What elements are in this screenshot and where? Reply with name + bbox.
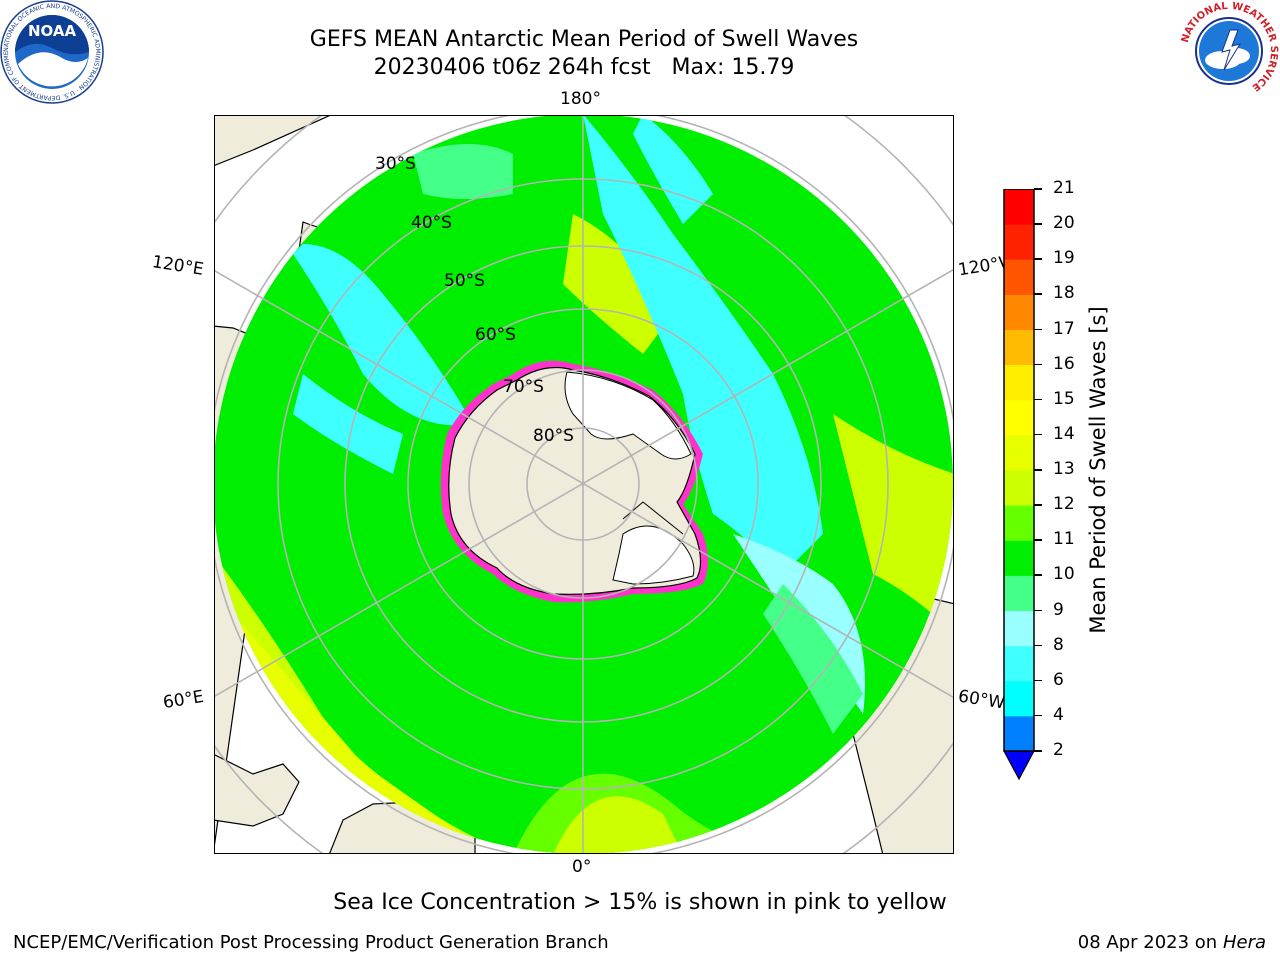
- colorbar-tick-label: 19: [1053, 248, 1075, 269]
- colorbar-tick: [1034, 293, 1042, 295]
- colorbar: [1002, 189, 1036, 781]
- colorbar-tick: [1034, 574, 1042, 576]
- sea-ice-note: Sea Ice Concentration > 15% is shown in …: [333, 890, 947, 915]
- footer-machine: Hera: [1222, 932, 1266, 953]
- svg-text:NOAA: NOAA: [28, 22, 77, 40]
- colorbar-band: [1004, 364, 1034, 401]
- colorbar-tick: [1034, 328, 1042, 330]
- colorbar-tick: [1034, 644, 1042, 647]
- lat-label-70s: 70°S: [503, 377, 544, 397]
- lat-label-60s: 60°S: [475, 325, 516, 345]
- antarctica: [440, 360, 708, 603]
- colorbar-tick-label: 15: [1053, 388, 1075, 409]
- colorbar-tick: [1034, 539, 1042, 541]
- colorbar-band: [1004, 470, 1034, 506]
- colorbar-band: [1004, 680, 1034, 717]
- nws-logo: NATIONAL WEATHER SERVICE: [1179, 1, 1279, 101]
- colorbar-band: [1004, 575, 1034, 612]
- colorbar-tick-label: 10: [1053, 564, 1075, 585]
- footer-date: 08 Apr 2023 on Hera: [1078, 932, 1266, 953]
- lon-label-60w: 60°W: [956, 686, 1007, 714]
- lat-label-30s: 30°S: [375, 154, 416, 174]
- chart-title: GEFS MEAN Antarctic Mean Period of Swell…: [214, 26, 954, 82]
- colorbar-band: [1004, 259, 1034, 295]
- colorbar-tick-label: 18: [1053, 283, 1075, 304]
- colorbar-tick-label: 9: [1053, 599, 1064, 620]
- title-line-1: GEFS MEAN Antarctic Mean Period of Swell…: [309, 27, 859, 52]
- colorbar-band: [1004, 715, 1034, 752]
- colorbar-band: [1004, 224, 1034, 260]
- colorbar-band: [1004, 645, 1034, 682]
- colorbar-tick: [1034, 714, 1042, 717]
- colorbar-tick: [1034, 223, 1042, 225]
- colorbar-tick-label: 16: [1053, 353, 1075, 374]
- lon-label-180: 180°: [560, 89, 601, 109]
- footer-credit: NCEP/EMC/Verification Post Processing Pr…: [13, 932, 609, 953]
- colorbar-tick: [1034, 469, 1042, 471]
- colorbar-band: [1004, 189, 1034, 225]
- colorbar-band: [1004, 329, 1034, 366]
- colorbar-tick-label: 6: [1053, 669, 1064, 690]
- polar-map: 30°S 40°S 50°S 60°S 70°S 80°S: [214, 115, 954, 854]
- colorbar-tick-label: 11: [1053, 529, 1075, 550]
- colorbar-under-arrow: [1002, 750, 1036, 781]
- colorbar-tick-label: 20: [1053, 213, 1075, 234]
- colorbar-tick-label: 2: [1053, 740, 1064, 760]
- colorbar-tick-label: 21: [1053, 178, 1075, 198]
- colorbar-tick: [1034, 504, 1042, 506]
- colorbar-tick-label: 14: [1053, 423, 1075, 444]
- colorbar-band: [1004, 294, 1034, 331]
- lat-label-50s: 50°S: [444, 271, 485, 291]
- colorbar-tick: [1034, 363, 1042, 366]
- colorbar-band: [1004, 610, 1034, 647]
- noaa-logo: NATIONAL OCEANIC AND ATMOSPHERIC ADMINIS…: [0, 0, 104, 104]
- colorbar-tick: [1034, 679, 1042, 682]
- colorbar-tick-label: 17: [1053, 318, 1075, 339]
- colorbar-band: [1004, 505, 1034, 541]
- colorbar-tick: [1034, 609, 1042, 611]
- colorbar-tick-label: 12: [1053, 494, 1075, 515]
- colorbar-tick: [1034, 433, 1042, 436]
- colorbar-tick-label: 4: [1053, 704, 1064, 725]
- lat-label-80s: 80°S: [533, 426, 574, 446]
- colorbar-band: [1004, 399, 1034, 436]
- colorbar-tick: [1034, 750, 1042, 752]
- lon-label-0: 0°: [572, 857, 592, 877]
- lat-label-40s: 40°S: [411, 213, 452, 233]
- footer-date-text: 08 Apr 2023 on: [1077, 932, 1218, 953]
- title-line-2: 20230406 t06z 264h fcst Max: 15.79: [373, 55, 795, 80]
- lon-label-120e: 120°E: [150, 252, 205, 280]
- graticule: [214, 115, 954, 854]
- colorbar-tick: [1034, 188, 1042, 190]
- colorbar-band: [1004, 434, 1034, 471]
- colorbar-tick: [1034, 258, 1042, 260]
- colorbar-band: [1004, 540, 1034, 576]
- colorbar-tick-label: 8: [1053, 634, 1064, 655]
- colorbar-tick-label: 13: [1053, 459, 1075, 479]
- lon-label-60e: 60°E: [161, 686, 206, 714]
- colorbar-tick: [1034, 398, 1042, 401]
